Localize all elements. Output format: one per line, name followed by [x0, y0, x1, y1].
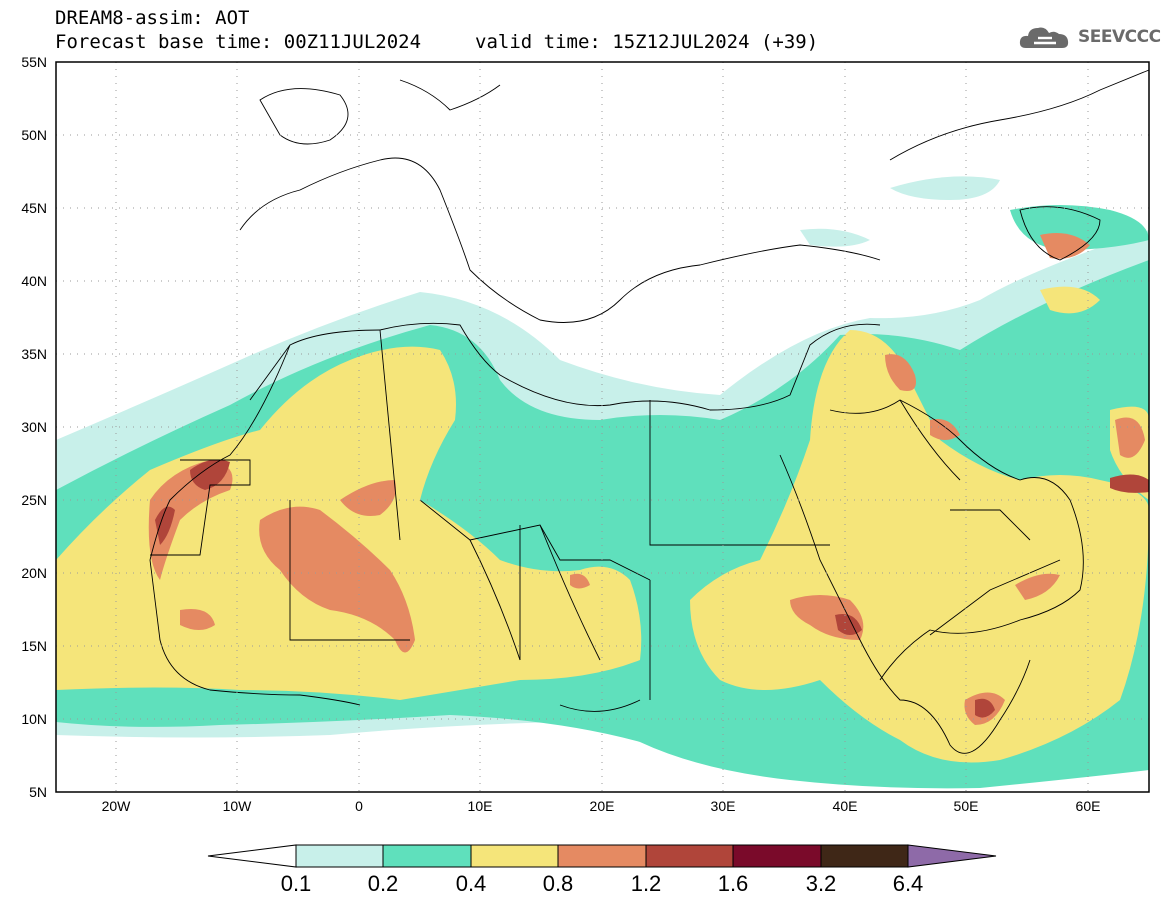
- lon-label: 20W: [102, 798, 132, 814]
- colorbar-segment: [295, 844, 384, 868]
- map-frame: [55, 61, 1150, 793]
- colorbar-label: 3.2: [805, 871, 837, 896]
- colorbar-label: 6.4: [892, 871, 924, 896]
- logo-text: SEEVCCC: [1078, 27, 1161, 47]
- colorbar-segment: [820, 844, 909, 868]
- lat-label: 15N: [21, 638, 47, 654]
- colorbar-label: 0.8: [542, 871, 574, 896]
- valid-time: valid time: 15Z12JUL2024 (+39): [475, 31, 819, 53]
- coastlines: [149, 69, 1149, 754]
- lat-label: 10N: [21, 711, 47, 727]
- colorbar-segment: [907, 844, 997, 868]
- forecast-base-time: Forecast base time: 00Z11JUL2024: [55, 31, 422, 53]
- colorbar: [207, 844, 997, 868]
- lon-label: 20E: [590, 798, 615, 814]
- lat-label: 40N: [21, 273, 47, 289]
- map-title: DREAM8-assim: AOT: [55, 7, 250, 29]
- colorbar-label: 1.6: [717, 871, 749, 896]
- lon-label: 10E: [468, 798, 493, 814]
- lat-label: 35N: [21, 346, 47, 362]
- colorbar-label: 1.2: [630, 871, 662, 896]
- colorbar-segment: [382, 844, 472, 868]
- lon-label: 60E: [1076, 798, 1101, 814]
- latitude-labels: 55N 50N 45N 40N 35N 30N 25N 20N 15N 10N …: [21, 54, 47, 800]
- colorbar-segment: [645, 844, 734, 868]
- cloud-icon: [1019, 27, 1069, 48]
- lat-label: 50N: [21, 127, 47, 143]
- lat-label: 30N: [21, 419, 47, 435]
- colorbar-segment: [207, 844, 297, 868]
- colorbar-label: 0.1: [280, 871, 312, 896]
- longitude-labels: 20W 10W 0 10E 20E 30E 40E 50E 60E: [102, 798, 1101, 814]
- lon-label: 10W: [223, 798, 253, 814]
- colorbar-segment: [470, 844, 559, 868]
- lat-label: 5N: [29, 784, 47, 800]
- lat-label: 45N: [21, 200, 47, 216]
- lat-label: 55N: [21, 54, 47, 70]
- lat-label: 20N: [21, 565, 47, 581]
- lon-label: 50E: [954, 798, 979, 814]
- lat-label: 25N: [21, 492, 47, 508]
- lon-label: 40E: [833, 798, 858, 814]
- colorbar-label: 0.2: [367, 871, 399, 896]
- seevccc-logo: SEEVCCC: [1018, 22, 1161, 52]
- graticule: [56, 62, 1149, 792]
- lon-label: 30E: [711, 798, 736, 814]
- colorbar-segment: [557, 844, 647, 868]
- lon-label: 0: [355, 798, 363, 814]
- colorbar-label: 0.4: [455, 871, 487, 896]
- colorbar-segment: [732, 844, 822, 868]
